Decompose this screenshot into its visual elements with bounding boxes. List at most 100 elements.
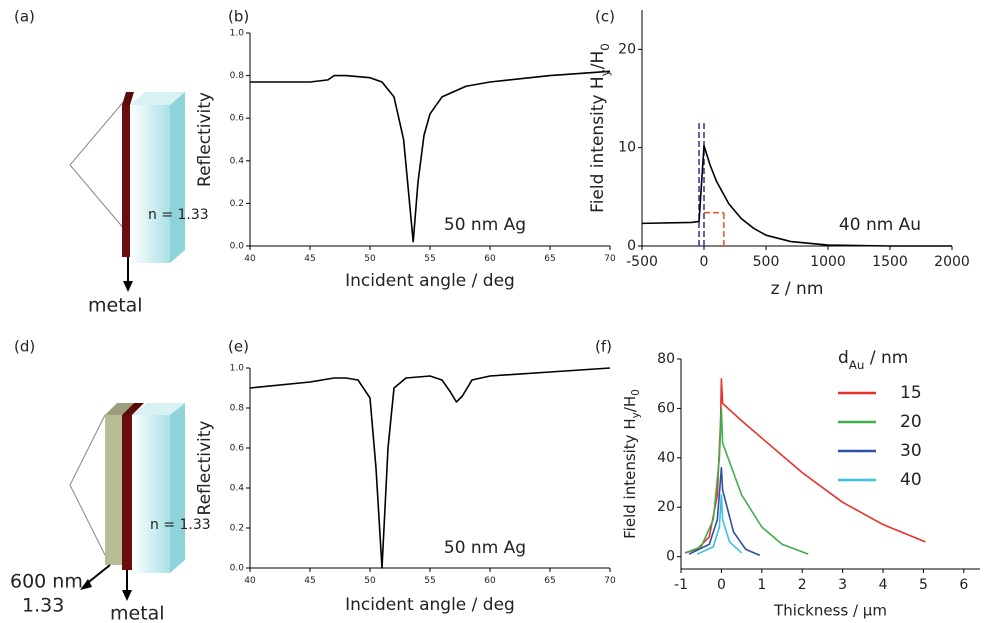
- y-tick-label: 1.0: [230, 29, 245, 39]
- x-tick-label: 65: [544, 254, 555, 264]
- x-tick-label: 55: [424, 254, 435, 264]
- label-part: y: [598, 69, 612, 76]
- layer-thickness-label: 600 nm: [10, 571, 83, 593]
- y-tick-label: 0: [627, 238, 636, 254]
- y-axis-label: Field intensity Hy/H0: [588, 43, 612, 213]
- y-tick-label: 0.4: [230, 484, 245, 494]
- y-axis-label: Reflectivity: [195, 92, 215, 187]
- x-tick-label: 60: [484, 254, 496, 264]
- x-tick-label: 55: [424, 576, 435, 586]
- label-part: Field intensity H: [621, 418, 639, 538]
- x-tick-label: 70: [604, 576, 616, 586]
- series-line: [684, 377, 926, 554]
- legend-title: dAu / nm: [838, 348, 908, 372]
- y-tick-label: 40: [657, 450, 675, 466]
- y-axis-label: Field intensity Hy/H0: [621, 389, 643, 539]
- y-tick-label: 0.8: [230, 404, 245, 414]
- panel-label: (d): [14, 338, 35, 356]
- x-tick-label: 50: [364, 576, 376, 586]
- x-tick-label: 500: [753, 254, 780, 270]
- panel-label: (e): [228, 338, 249, 356]
- y-tick-label: 0.2: [230, 524, 244, 534]
- series-line: [641, 144, 952, 247]
- x-tick-label: 40: [244, 576, 256, 586]
- y-tick-label: 0.4: [230, 156, 245, 166]
- y-tick-label: 0.6: [230, 444, 245, 454]
- label-part: /H: [621, 396, 639, 412]
- axis-line: [249, 33, 610, 247]
- x-axis-label: z / nm: [771, 279, 824, 299]
- metal-label: metal: [110, 603, 165, 623]
- label-part: Field intensity H: [588, 76, 608, 213]
- layer-index-label: 1.33: [22, 595, 64, 617]
- y-tick-label: 10: [618, 140, 636, 156]
- label-part: 0: [598, 43, 612, 51]
- x-tick-label: 45: [304, 254, 315, 264]
- panel-label: (a): [14, 8, 35, 26]
- axis-line: [641, 10, 952, 247]
- label-part: 0: [630, 389, 642, 396]
- x-tick-label: -1: [674, 577, 688, 593]
- x-tick-label: 70: [604, 254, 616, 264]
- y-tick-label: 0.8: [230, 71, 245, 81]
- x-tick-label: 0: [717, 577, 726, 593]
- y-tick-label: 0: [666, 549, 675, 565]
- series-line: [249, 367, 611, 569]
- metal-label: metal: [88, 295, 143, 317]
- axis-line: [249, 368, 610, 569]
- y-tick-label: 60: [657, 400, 675, 416]
- axis-line: [680, 359, 980, 570]
- x-tick-label: 4: [879, 577, 888, 593]
- diagram-d: (d) n = 1.33 600 nm 1.33 metal: [10, 338, 211, 623]
- x-tick-label: 1500: [872, 254, 908, 270]
- label-part: d: [838, 348, 849, 368]
- label-part: / nm: [864, 348, 908, 368]
- legend-label: 30: [900, 441, 922, 461]
- chart-panel: (b) 40 45 50 55 60 65 70 0.0 0.2 0.4 0.6 0.8 1.0 Incid…: [195, 8, 616, 292]
- series-line: [250, 70, 611, 243]
- y-tick-label: 80: [657, 351, 675, 367]
- x-tick-label: 50: [364, 254, 376, 264]
- x-axis-label: Incident angle / deg: [345, 595, 515, 615]
- label-part: Au: [849, 358, 865, 372]
- legend-label: 15: [900, 383, 922, 403]
- x-tick-label: 1: [757, 577, 766, 593]
- series-line: [688, 466, 761, 557]
- legend-label: 20: [900, 412, 922, 432]
- chart-panel: (e) 40 45 50 55 60 65 70 0.0 0.2 0.4 0.6 0.8 1.0 Incid…: [195, 338, 616, 616]
- index-label: n = 1.33: [148, 207, 209, 223]
- panel-label: (b): [228, 8, 249, 26]
- legend-label: 40: [900, 470, 922, 490]
- x-tick-label: 5: [919, 577, 928, 593]
- x-tick-label: 2: [798, 577, 807, 593]
- x-tick-label: -500: [626, 254, 658, 270]
- annotation: 40 nm Au: [839, 215, 921, 235]
- label-part: /H: [588, 51, 608, 70]
- x-tick-label: 6: [959, 577, 968, 593]
- annotation: 50 nm Ag: [444, 538, 526, 558]
- label-part: y: [630, 412, 642, 418]
- x-axis-label: Incident angle / deg: [345, 271, 515, 291]
- y-tick-label: 0.6: [230, 114, 245, 124]
- x-axis-label: Thickness / µm: [773, 602, 887, 620]
- index-label: n = 1.33: [150, 517, 211, 533]
- y-tick-label: 0.2: [230, 199, 244, 209]
- y-tick-label: 20: [657, 499, 675, 515]
- y-tick-label: 1.0: [230, 364, 245, 374]
- diagram-a: (a) n = 1.33 metal: [14, 8, 209, 317]
- series-line: [696, 494, 743, 555]
- y-tick-label: 0.0: [230, 564, 245, 574]
- x-tick-label: 2000: [934, 254, 970, 270]
- panel-label: (f): [595, 338, 612, 356]
- x-tick-label: 3: [838, 577, 847, 593]
- x-tick-label: 65: [544, 576, 555, 586]
- y-axis-label: Reflectivity: [195, 421, 215, 516]
- series-line: [684, 407, 809, 555]
- y-tick-label: 20: [618, 41, 636, 57]
- x-tick-label: 40: [244, 254, 256, 264]
- x-tick-label: 1000: [810, 254, 846, 270]
- x-tick-label: 0: [700, 254, 709, 270]
